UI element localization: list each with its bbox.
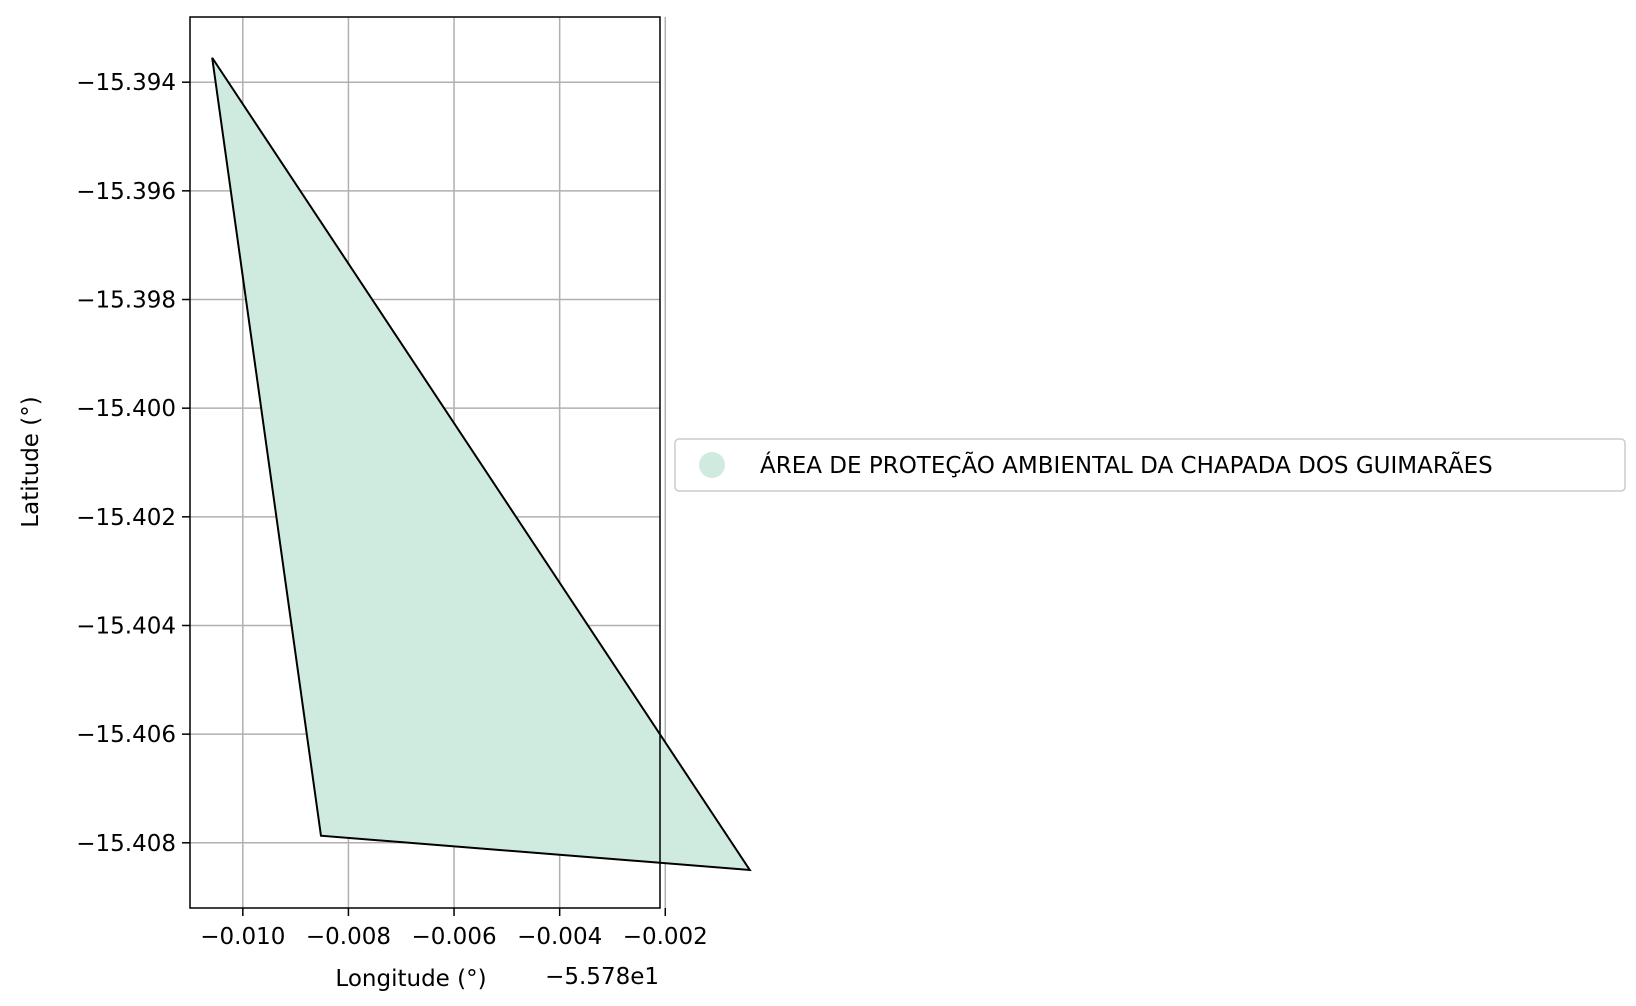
x-tick-label: −0.010: [200, 924, 285, 950]
x-tick-label: −0.004: [517, 924, 602, 950]
y-tick-label: −15.404: [76, 613, 176, 639]
y-tick-label: −15.394: [76, 70, 176, 96]
x-axis-label: Longitude (°): [335, 966, 486, 992]
legend-box: [674, 438, 1626, 492]
y-tick-label: −15.398: [76, 288, 176, 314]
protected-area-polygon: [211, 57, 752, 872]
y-tick-label: −15.396: [76, 179, 176, 205]
y-ticks: −15.394 −15.396 −15.398 −15.400 −15.402 −15.4…: [76, 70, 190, 857]
legend: ÁREA DE PROTEÇÃO AMBIENTAL DA CHAPADA DO…: [674, 438, 1626, 492]
x-tick-label: −0.008: [306, 924, 391, 950]
y-tick-label: −15.400: [76, 396, 176, 422]
x-ticks: −0.010 −0.008 −0.006 −0.004 −0.002: [200, 908, 708, 950]
x-tick-label: −0.006: [411, 924, 496, 950]
y-axis-label: Latitude (°): [18, 396, 44, 527]
x-offset-label: −5.578e1: [545, 964, 659, 990]
legend-marker-icon: [699, 452, 725, 478]
y-tick-label: −15.408: [76, 831, 176, 857]
legend-label: ÁREA DE PROTEÇÃO AMBIENTAL DA CHAPADA DO…: [760, 451, 1493, 479]
y-tick-label: −15.406: [76, 722, 176, 748]
axes-frame: [189, 16, 661, 909]
y-tick-label: −15.402: [76, 505, 176, 531]
x-tick-label: −0.002: [623, 924, 708, 950]
